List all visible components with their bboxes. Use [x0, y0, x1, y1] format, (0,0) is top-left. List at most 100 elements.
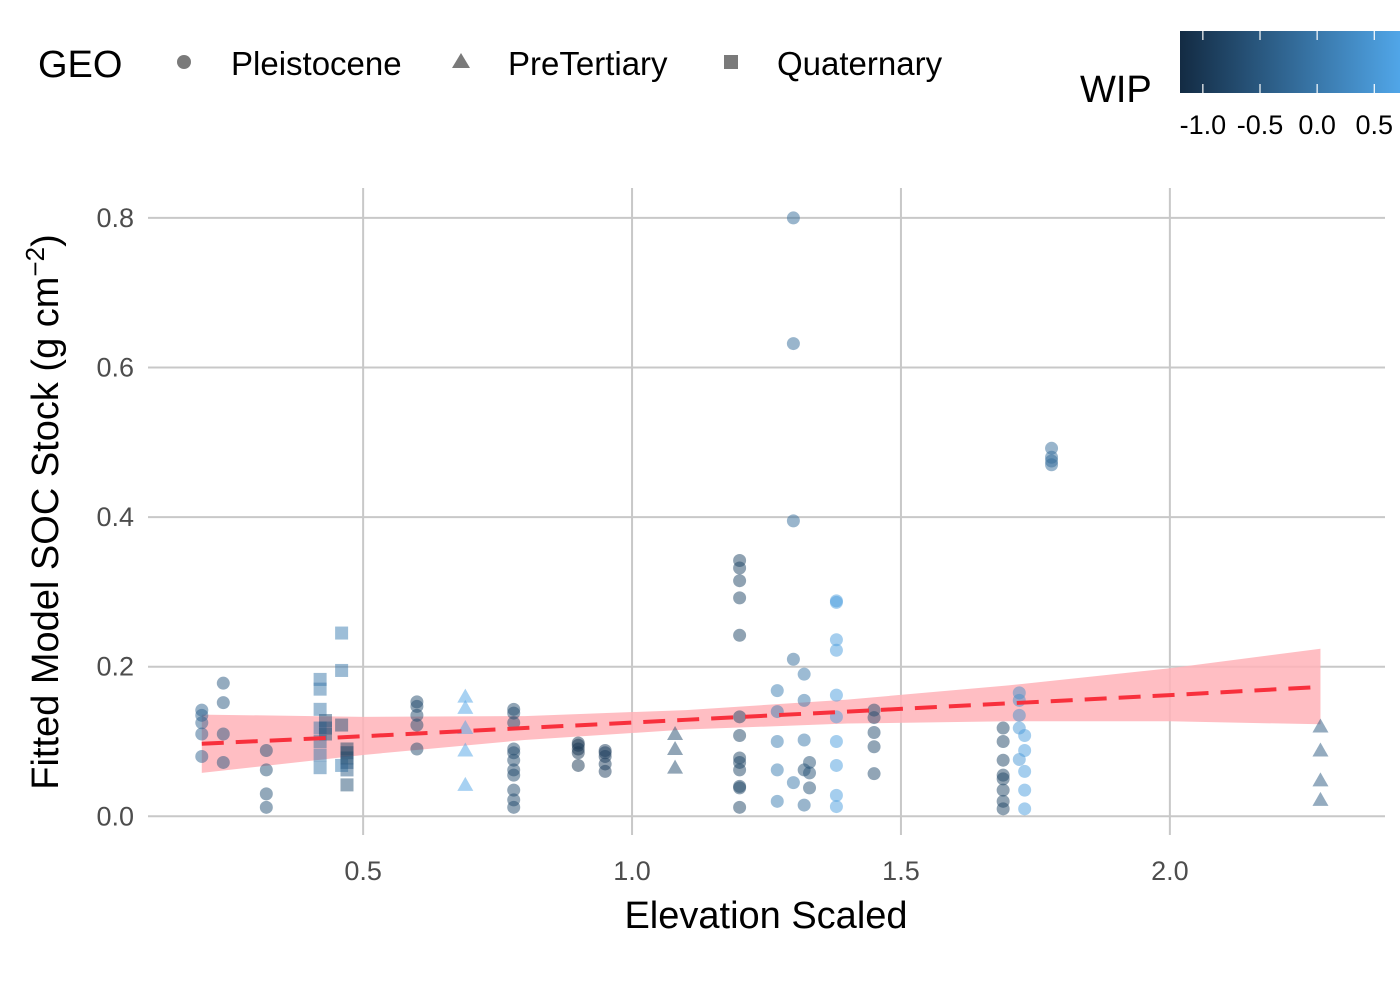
pleistocene-point: [598, 764, 612, 778]
quaternary-square-icon: [724, 55, 738, 69]
geo-legend-title: GEO: [38, 44, 122, 86]
pleistocene-point: [507, 768, 521, 782]
legend: GEO Pleistocene PreTertiary Quaternary W…: [38, 31, 1400, 140]
pleistocene-circle-icon: [177, 55, 191, 69]
pretertiary-point: [1312, 742, 1329, 757]
pleistocene-point: [829, 758, 843, 772]
pleistocene-point: [507, 753, 521, 767]
quaternary-point: [313, 748, 327, 762]
pretertiary-triangle-icon: [452, 53, 470, 68]
pleistocene-point: [733, 591, 747, 605]
pleistocene-point: [733, 574, 747, 588]
quaternary-point: [335, 663, 349, 677]
geo-legend-entry-quaternary: Quaternary: [724, 45, 943, 82]
pleistocene-point: [571, 746, 585, 760]
pleistocene-point: [867, 767, 881, 781]
x-axis-title: Elevation Scaled: [624, 895, 907, 937]
pleistocene-point: [829, 643, 843, 657]
pleistocene-point: [259, 800, 273, 814]
pleistocene-point: [829, 735, 843, 749]
pleistocene-point: [996, 802, 1010, 816]
x-tick-label: 1.5: [882, 856, 920, 886]
pleistocene-point: [259, 743, 273, 757]
quaternary-point: [335, 626, 349, 640]
pleistocene-point: [996, 735, 1010, 749]
pretertiary-point: [457, 776, 474, 791]
pleistocene-point: [1018, 783, 1032, 797]
confidence-ribbon: [201, 648, 1321, 773]
pleistocene-point: [410, 699, 424, 713]
pleistocene-point: [1012, 693, 1026, 707]
wip-colorbar-label: -0.5: [1237, 110, 1284, 140]
pleistocene-point: [786, 652, 800, 666]
pleistocene-point: [507, 706, 521, 720]
y-axis-title-close: ): [25, 234, 67, 247]
pleistocene-point: [733, 710, 747, 724]
pleistocene-point: [733, 561, 747, 575]
geo-legend-label-quaternary: Quaternary: [777, 45, 943, 82]
wip-legend-title: WIP: [1080, 69, 1152, 111]
y-tick-label: 0.2: [96, 652, 134, 682]
pleistocene-point: [996, 753, 1010, 767]
pleistocene-point: [733, 763, 747, 777]
pleistocene-point: [1018, 729, 1032, 743]
pleistocene-point: [770, 794, 784, 808]
geo-legend-label-pleistocene: Pleistocene: [231, 45, 402, 82]
pleistocene-point: [410, 742, 424, 756]
pleistocene-point: [1018, 802, 1032, 816]
pleistocene-point: [770, 684, 784, 698]
pleistocene-point: [195, 727, 209, 741]
pleistocene-point: [786, 776, 800, 790]
pleistocene-point: [867, 711, 881, 725]
y-axis-title-sup: −2: [20, 247, 50, 277]
quaternary-point: [313, 702, 327, 716]
pleistocene-point: [507, 800, 521, 814]
y-tick-label: 0.4: [96, 502, 134, 532]
y-tick-label: 0.6: [96, 353, 134, 383]
pleistocene-point: [1018, 764, 1032, 778]
pleistocene-point: [797, 693, 811, 707]
y-tick-label: 0.0: [96, 801, 134, 831]
pleistocene-point: [1045, 441, 1059, 455]
x-tick-label: 0.5: [344, 856, 382, 886]
quaternary-point: [313, 761, 327, 775]
pleistocene-point: [829, 633, 843, 647]
wip-colorbar-label: -1.0: [1180, 110, 1227, 140]
wip-colorbar-label: 0.0: [1298, 110, 1336, 140]
pleistocene-point: [803, 781, 817, 795]
pleistocene-point: [259, 787, 273, 801]
pleistocene-point: [1045, 458, 1059, 472]
pleistocene-point: [733, 781, 747, 795]
pleistocene-point: [867, 726, 881, 740]
pleistocene-point: [867, 740, 881, 754]
wip-colorbar-label: 0.5: [1356, 110, 1394, 140]
pretertiary-point: [667, 740, 684, 755]
x-tick-label: 2.0: [1151, 856, 1189, 886]
pleistocene-point: [797, 763, 811, 777]
wip-colorbar: [1180, 31, 1400, 93]
pleistocene-point: [797, 733, 811, 747]
pleistocene-point: [733, 628, 747, 642]
pleistocene-point: [770, 735, 784, 749]
pleistocene-point: [410, 708, 424, 722]
pleistocene-point: [507, 716, 521, 730]
pretertiary-point: [1312, 718, 1329, 733]
y-tick-label: 0.8: [96, 203, 134, 233]
pleistocene-point: [216, 727, 230, 741]
pretertiary-point: [1312, 772, 1329, 787]
pleistocene-point: [733, 800, 747, 814]
pleistocene-point: [770, 763, 784, 777]
pretertiary-point: [457, 699, 474, 714]
pleistocene-point: [733, 729, 747, 743]
pretertiary-point: [667, 726, 684, 741]
pleistocene-point: [216, 696, 230, 710]
pleistocene-point: [195, 716, 209, 730]
pleistocene-point: [1018, 743, 1032, 757]
pleistocene-point: [996, 772, 1010, 786]
pleistocene-point: [410, 718, 424, 732]
pretertiary-point: [457, 742, 474, 757]
pleistocene-point: [195, 749, 209, 763]
y-axis-title: Fitted Model SOC Stock (g cm−2): [20, 234, 67, 789]
quaternary-point: [340, 778, 354, 792]
